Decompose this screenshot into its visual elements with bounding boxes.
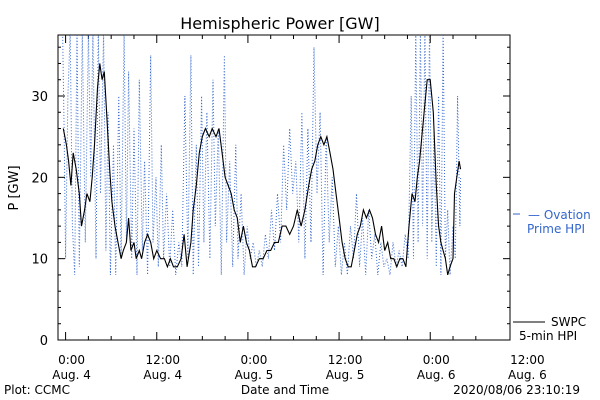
ovation-prime-series-line xyxy=(62,35,462,275)
y-axis: 0 10 20 30 xyxy=(31,46,510,349)
plot-frame xyxy=(57,34,511,341)
plot-border xyxy=(57,34,511,341)
footer-timestamp: 2020/08/06 23:10:19 xyxy=(453,383,580,397)
chart-title: Hemispheric Power [GW] xyxy=(180,14,379,33)
y-tick-label: 30 xyxy=(31,90,48,105)
y-tick-label: 10 xyxy=(31,253,48,268)
legend-swpc-line2: 5-min HPI xyxy=(519,329,577,343)
x-tick-time-label: 12:00 xyxy=(328,353,363,367)
swpc-hpi-series-line xyxy=(62,63,462,276)
x-tick-date-label: Aug. 4 xyxy=(143,368,182,382)
y-tick-label: 0 xyxy=(40,334,48,349)
x-tick-date-label: Aug. 5 xyxy=(326,368,365,382)
series-group xyxy=(62,35,462,276)
x-axis-label: Date and Time xyxy=(241,383,329,397)
x-tick-date-label: Aug. 6 xyxy=(417,368,456,382)
y-axis-label: P [GW] xyxy=(7,165,22,210)
x-tick-date-label: Aug. 4 xyxy=(52,368,91,382)
x-tick-time-label: 0:00 xyxy=(58,353,85,367)
legend-swpc-line1: SWPC xyxy=(551,315,586,329)
x-tick-time-label: 12:00 xyxy=(145,353,180,367)
legend-ovation-line2: Prime HPI xyxy=(527,222,585,236)
x-tick-date-label: Aug. 6 xyxy=(508,368,547,382)
footer-plot-credit: Plot: CCMC xyxy=(4,383,70,397)
y-tick-label: 20 xyxy=(31,171,48,186)
legend-ovation-line1: — Ovation xyxy=(528,208,591,222)
x-tick-date-label: Aug. 5 xyxy=(235,368,274,382)
x-tick-time-label: 0:00 xyxy=(240,353,267,367)
x-tick-time-label: 0:00 xyxy=(423,353,450,367)
x-tick-time-label: 12:00 xyxy=(510,353,545,367)
